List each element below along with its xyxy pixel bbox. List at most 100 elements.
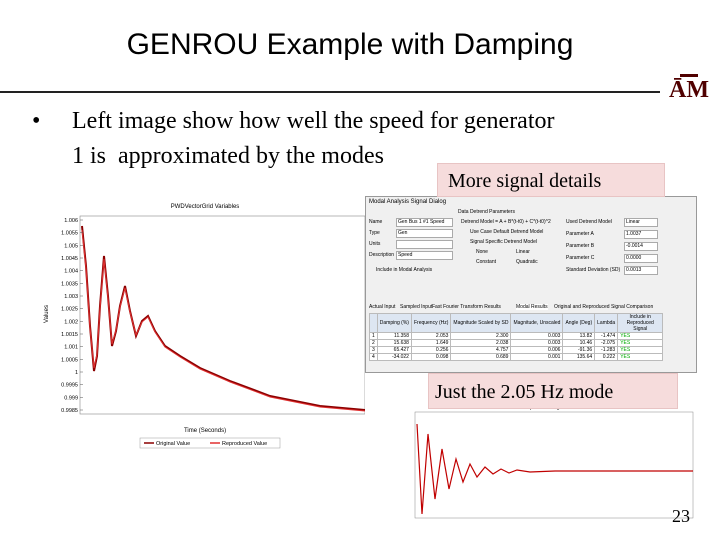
column-header: Angle (Deg) (562, 313, 596, 333)
table-cell: 3 (369, 346, 378, 354)
field-label: Name (369, 219, 383, 225)
tab: Fast Fourier Transform Results (432, 304, 501, 310)
field-box (396, 229, 453, 238)
bullet-mark: • (32, 108, 41, 134)
param-box (624, 218, 658, 227)
y-label: Values (44, 305, 50, 323)
table-cell: YES (617, 332, 664, 340)
param-box (624, 242, 658, 251)
param-label: Parameter C (566, 255, 595, 261)
table-cell: 2.053 (410, 332, 452, 340)
table-cell: 0.222 (594, 353, 619, 361)
table-cell: 0.098 (410, 353, 452, 361)
field-value: Gen Bus 1 #1 Speed (398, 219, 445, 225)
table-cell: -91.36 (562, 346, 596, 354)
param-value: 0.0000 (626, 255, 642, 261)
param-value: Linear (626, 219, 640, 225)
option: Signal Specific Detrend Model (470, 239, 537, 245)
field-value: Gen (398, 230, 408, 236)
title-rule (0, 91, 660, 93)
plot-title: PWDVectorGrid Variables (171, 204, 240, 210)
table-cell: 2.038 (450, 339, 512, 347)
column-header (369, 313, 378, 333)
table-cell: YES (617, 346, 664, 354)
tab: Modal Results (516, 304, 548, 310)
tab: Actual Input (369, 304, 396, 310)
field-value: Speed (398, 252, 413, 258)
column-header: Magnitude, Unscaled (510, 313, 564, 333)
table-cell: 10.46 (562, 339, 596, 347)
y-tick-label: 1.0005 (61, 357, 78, 363)
column-header: Damping (%) (376, 313, 412, 333)
column-header: Magnitude Scaled by SD (450, 313, 512, 333)
y-tick-label: 1.005 (64, 243, 78, 249)
plot-area (79, 215, 365, 415)
option: Use Case Default Detrend Model (470, 229, 544, 235)
column-header: Frequency (Hz) (410, 313, 452, 333)
table-cell: 13.82 (562, 332, 596, 340)
svg-text:ĀM: ĀM (669, 77, 709, 103)
y-tick-label: 1.0015 (61, 332, 78, 338)
table-row: 2 15.638 1.649 2.038 0.003 10.46 -2.075 YES (369, 339, 664, 347)
table-cell: YES (617, 339, 664, 347)
table-cell: 65.427 (376, 346, 412, 354)
table-cell: 0.689 (450, 353, 512, 361)
table-cell: -1.283 (594, 346, 619, 354)
y-tick-label: 1.0045 (61, 256, 78, 262)
param-box (624, 254, 658, 263)
y-tick-label: 0.999 (64, 395, 78, 401)
table-cell: 1.649 (410, 339, 452, 347)
table-cell: 0.256 (410, 346, 452, 354)
table-cell: 11.358 (376, 332, 412, 340)
bullet-line: Left image show how well the speed for g… (72, 108, 555, 134)
param-label: Standard Deviation (SD) (566, 267, 621, 273)
table-cell: 2.300 (450, 332, 512, 340)
formula: Detrend Model = A + B*(t-t0) + C*(t-t0)^… (461, 219, 551, 225)
table-cell: 0.006 (510, 346, 564, 354)
y-tick-label: 1.0055 (61, 231, 78, 237)
param-box (624, 230, 658, 239)
radio-option: Quadratic (516, 259, 538, 265)
table-cell: 4 (369, 353, 378, 361)
table-cell: 4.757 (450, 346, 512, 354)
table-cell: 15.638 (376, 339, 412, 347)
bullet-line: 1 is approximated by the modes (72, 143, 384, 169)
y-tick-label: 0.9995 (61, 383, 78, 389)
table-cell: 0.001 (510, 353, 564, 361)
group-title: Data Detrend Parameters (458, 209, 515, 215)
field-box (396, 240, 453, 249)
param-value: 0.0013 (626, 267, 642, 273)
field-box (396, 218, 453, 227)
y-tick-label: 0.9985 (61, 408, 78, 414)
param-label: Used Detrend Model (566, 219, 612, 225)
table-row: 4 -34.022 0.098 0.689 0.001 135.64 0.222 YES (369, 353, 664, 361)
param-label: Parameter B (566, 243, 595, 249)
table-cell: -2.075 (594, 339, 619, 347)
slide-title: GENROU Example with Damping (126, 28, 574, 61)
callout: More signal details (437, 163, 665, 197)
tab: Original and Reproduced Signal Compariso… (554, 304, 654, 310)
modal-dialog: Modal Analysis Signal Dialog Name Gen Bus… (365, 196, 697, 373)
checkbox-label: Include in Modal Analysis (376, 267, 433, 273)
param-box (624, 266, 658, 275)
column-header: Include in Reproduced Signal (617, 313, 664, 333)
radio-option: Constant (476, 259, 497, 265)
table-cell: 1 (369, 332, 378, 340)
y-tick-label: 1.004 (64, 269, 78, 275)
callout: Just the 2.05 Hz mode (428, 373, 678, 409)
param-label: Parameter A (566, 231, 594, 237)
radio-option: None (476, 249, 488, 255)
field-label: Type (369, 230, 380, 236)
param-value: -0.0014 (626, 243, 643, 249)
field-label: Units (369, 241, 381, 247)
table-row: 3 65.427 0.256 4.757 0.006 -91.36 -1.283 YES (369, 346, 664, 354)
column-header: Lambda (594, 313, 619, 333)
left-plot: PWDVectorGrid Variables Values Time (Sec… (40, 196, 365, 456)
results-table: Damping (%) Frequency (Hz) Magnitude Scale… (369, 313, 664, 361)
table-cell: -1.474 (594, 332, 619, 340)
table-cell: 2 (369, 339, 378, 347)
field-label: Description (369, 252, 395, 258)
table-cell: -34.022 (376, 353, 412, 361)
x-label: Time (Seconds) (184, 428, 226, 434)
